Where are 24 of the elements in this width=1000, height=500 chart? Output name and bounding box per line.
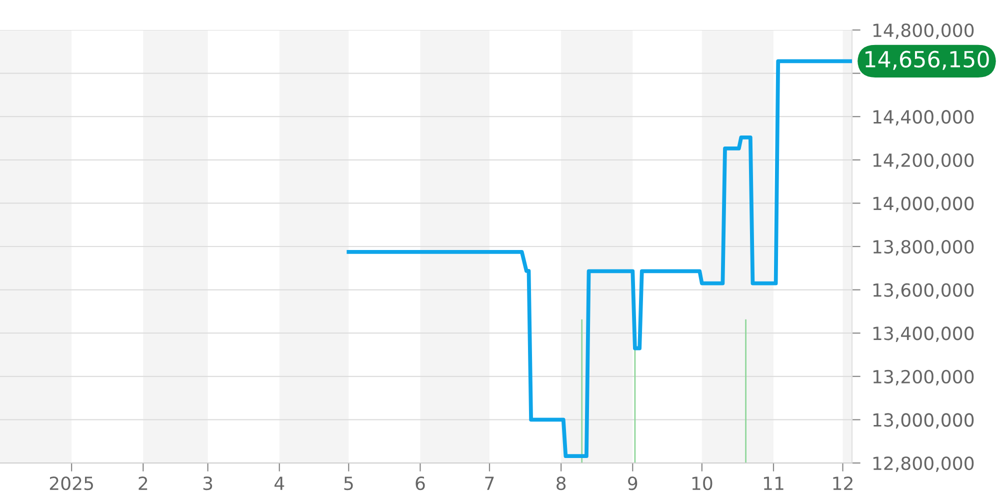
x-tick-label: 7 (485, 476, 494, 490)
line-series (346, 59, 852, 458)
x-tick-label: 5 (344, 476, 353, 490)
y-tick-label: 12,800,000 (873, 456, 974, 472)
y-tick-label: 14,800,000 (873, 23, 974, 39)
x-tick-label: 2025 (50, 476, 93, 490)
y-tick-label: 13,800,000 (873, 240, 974, 256)
x-tick-label: 4 (274, 476, 284, 490)
x-tick-label: 10 (692, 476, 712, 490)
x-tick-label: 3 (203, 476, 212, 490)
y-tick-label: 13,200,000 (873, 370, 974, 386)
x-tick-label: 2 (138, 476, 148, 490)
annotation: 14,656,150 (866, 50, 989, 70)
x-tick-label: 11 (764, 476, 784, 490)
x-tick-label: 9 (628, 476, 638, 490)
y-tick-label: 14,000,000 (873, 196, 974, 212)
y-tick-label: 13,600,000 (873, 283, 974, 299)
x-tick-label: 12 (833, 476, 852, 490)
x-tick-label: 6 (416, 476, 425, 490)
y-tick-label: 14,400,000 (873, 110, 974, 126)
y-tick-label: 13,000,000 (873, 413, 974, 429)
x-tick-label: 8 (556, 476, 566, 490)
y-tick-label: 13,400,000 (873, 326, 974, 342)
y-tick-label: 14,200,000 (873, 153, 974, 169)
